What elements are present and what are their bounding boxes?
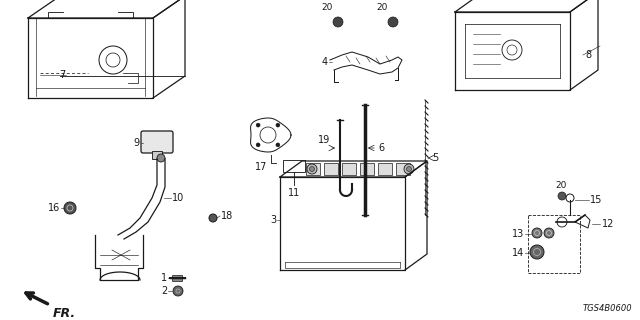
Circle shape: [532, 228, 542, 238]
Bar: [172, 275, 182, 281]
Text: 4: 4: [322, 57, 328, 67]
Bar: [528, 215, 580, 273]
Text: 1: 1: [161, 273, 167, 283]
Circle shape: [276, 143, 280, 147]
Bar: [152, 151, 162, 159]
Circle shape: [404, 164, 414, 174]
Text: 6: 6: [378, 143, 384, 153]
Text: 3: 3: [270, 215, 276, 225]
Bar: [306, 163, 320, 175]
Circle shape: [333, 17, 343, 27]
Circle shape: [307, 164, 317, 174]
Circle shape: [388, 17, 398, 27]
Circle shape: [256, 143, 260, 147]
Text: 16: 16: [48, 203, 60, 213]
Bar: [396, 163, 410, 175]
Circle shape: [406, 166, 412, 172]
Text: 8: 8: [585, 50, 591, 60]
Text: 19: 19: [317, 135, 330, 145]
Text: 7: 7: [59, 70, 65, 80]
Text: 20: 20: [556, 181, 566, 190]
Circle shape: [64, 202, 76, 214]
Text: 5: 5: [432, 153, 438, 163]
Circle shape: [256, 123, 260, 127]
Bar: [283, 160, 305, 172]
Circle shape: [173, 286, 183, 296]
Text: FR.: FR.: [53, 307, 76, 320]
Circle shape: [544, 228, 554, 238]
Bar: [378, 163, 392, 175]
Text: 20: 20: [376, 3, 388, 12]
Circle shape: [157, 154, 165, 162]
Circle shape: [276, 123, 280, 127]
Bar: [342, 163, 356, 175]
Text: 12: 12: [602, 219, 614, 229]
Circle shape: [558, 192, 566, 200]
Text: TGS4B0600: TGS4B0600: [582, 304, 632, 313]
Text: 20: 20: [321, 3, 333, 12]
Text: 14: 14: [512, 248, 524, 258]
Text: 15: 15: [590, 195, 602, 205]
Text: 10: 10: [172, 193, 184, 203]
Text: 13: 13: [512, 229, 524, 239]
Text: 11: 11: [288, 188, 300, 198]
Text: 9: 9: [134, 138, 140, 148]
Circle shape: [310, 166, 314, 172]
FancyBboxPatch shape: [141, 131, 173, 153]
Circle shape: [530, 245, 544, 259]
Bar: [360, 163, 374, 175]
Text: 18: 18: [221, 211, 233, 221]
Text: 2: 2: [161, 286, 167, 296]
Circle shape: [209, 214, 217, 222]
Bar: [324, 163, 338, 175]
Text: 17: 17: [255, 162, 267, 172]
